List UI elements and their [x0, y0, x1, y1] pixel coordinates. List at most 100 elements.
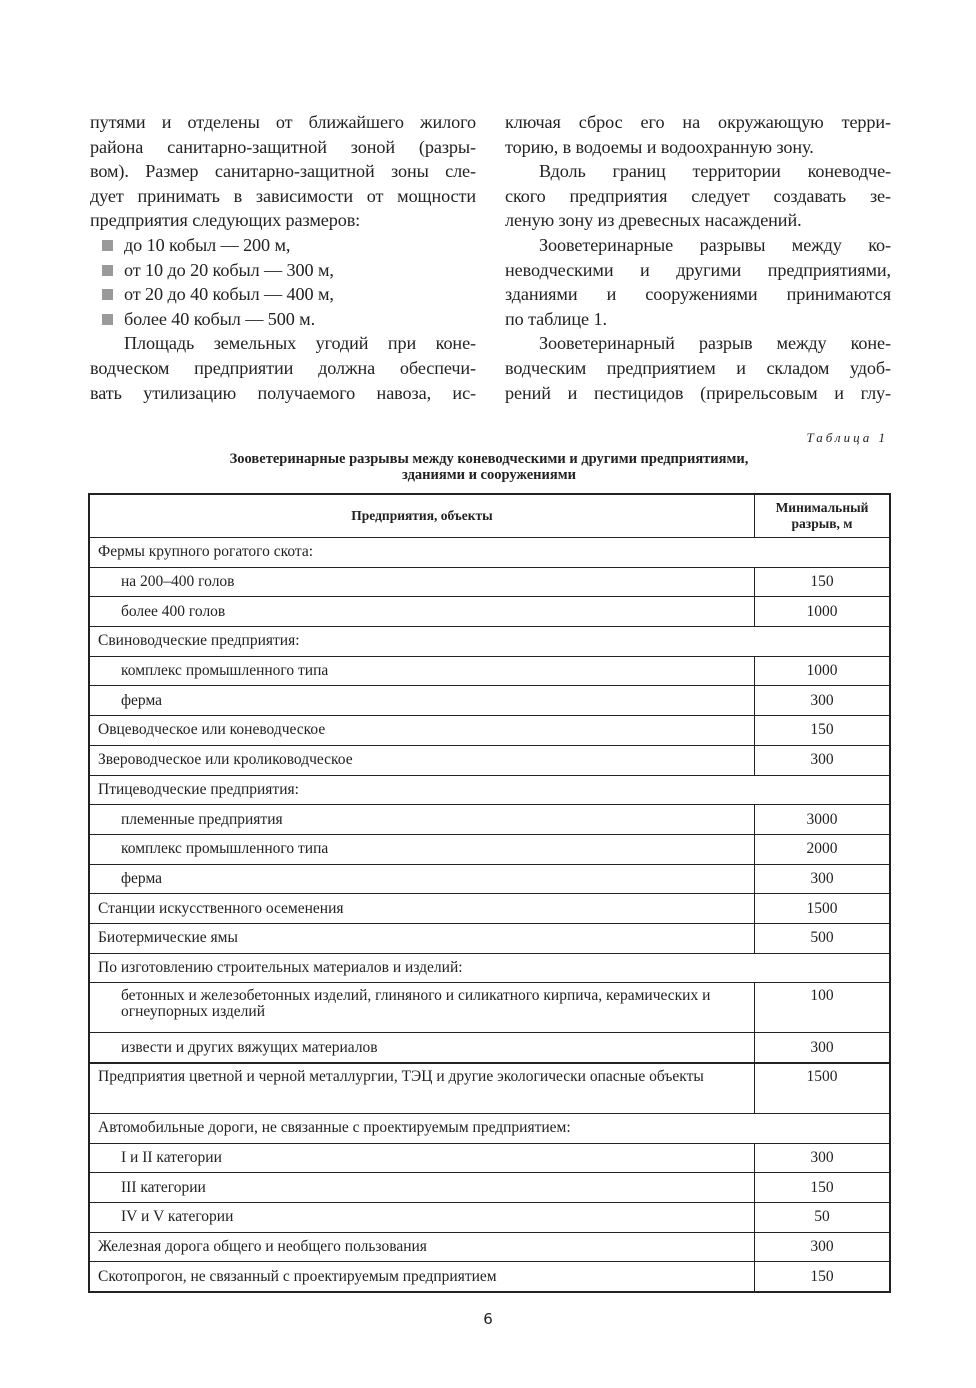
text-line: ского предприятия следует создавать зе- — [505, 185, 891, 206]
object-cell: Свиноводческие предприятия: — [88, 626, 891, 657]
table-row: ферма 300 — [88, 863, 891, 895]
text-line: Площадь земельных угодий при коне- — [124, 333, 476, 354]
text-line: района санитарно-защитной зоной (разры- — [90, 136, 476, 157]
left-text-column: путями и отделены от ближайшего жилого ра… — [90, 110, 476, 405]
table-row: Станции искусственного осеменения 1500 — [88, 893, 891, 924]
text-line: водческим предприятием и складом удоб- — [505, 357, 891, 378]
table-row: Железная дорога общего и необщего пользо… — [88, 1231, 891, 1263]
table-section-row: Автомобильные дороги, не связанные с про… — [88, 1113, 891, 1144]
distance-cell: 500 — [754, 922, 891, 954]
bullet-item: от 10 до 20 кобыл — 300 м, — [90, 258, 476, 283]
object-cell: ферма — [88, 863, 755, 895]
text-line: по таблице 1. — [505, 308, 607, 329]
header-min-distance-line: разрыв, м — [791, 516, 853, 531]
object-cell: более 400 голов — [88, 596, 755, 628]
object-cell: комплекс промышленного типа — [88, 833, 755, 865]
object-cell: бетонных и железобетонных изделий, глиня… — [88, 982, 755, 1034]
text-line: торию, в водоемы и водоохранную зону. — [505, 136, 814, 157]
object-cell: Станции искусственного осеменения — [88, 893, 755, 924]
table-section-row: Птицеводческие предприятия: — [88, 774, 891, 806]
object-cell: Птицеводческие предприятия: — [88, 774, 891, 806]
distance-cell: 300 — [754, 863, 891, 895]
object-cell: Фермы крупного рогатого скота: — [88, 537, 891, 568]
table-row: бетонных и железобетонных изделий, глиня… — [88, 982, 891, 1034]
distance-cell: 1500 — [754, 893, 891, 924]
text-line: вом). Размер санитарно-защитной зоны сле… — [90, 161, 476, 182]
text-line: предприятия следующих размеров: — [90, 210, 361, 231]
table-row: IV и V категории 50 — [88, 1202, 891, 1233]
table-number: Таблица 1 — [806, 430, 888, 445]
table-row: на 200–400 голов 150 — [88, 566, 891, 598]
page-number: 6 — [483, 1310, 493, 1328]
text-line: леную зону из древесных насаждений. — [505, 210, 802, 231]
table-header-row: Предприятия, объекты Минимальный разрыв,… — [88, 493, 891, 538]
distance-cell: 2000 — [754, 833, 891, 865]
table-row: ферма 300 — [88, 685, 891, 717]
object-cell: ферма — [88, 685, 755, 717]
table-row: Биотермические ямы 500 — [88, 922, 891, 954]
object-cell: племенные предприятия — [88, 804, 755, 835]
distance-cell: 300 — [754, 1032, 891, 1064]
object-cell: извести и других вяжущих материалов — [88, 1032, 755, 1064]
header-objects: Предприятия, объекты — [88, 493, 755, 538]
text-line: неводческими и другими предприятиями, — [505, 259, 891, 280]
right-text-column: ключая сброс его на окружающую терри-тор… — [505, 110, 891, 405]
distance-cell: 1000 — [754, 596, 891, 628]
object-cell: комплекс промышленного типа — [88, 655, 755, 687]
object-cell: Звероводческое или кролиководческое — [88, 744, 755, 776]
text-line: дует принимать в зависимости от мощности — [90, 185, 476, 206]
text-line: зданиями и сооружениями принимаются — [505, 284, 891, 305]
table-row: Предприятия цветной и черной металлургии… — [88, 1062, 891, 1114]
table-section-row: Фермы крупного рогатого скота: — [88, 537, 891, 568]
table-row: Скотопрогон, не связанный с проектируемы… — [88, 1261, 891, 1293]
text-line: водческом предприятии должна обеспечи- — [90, 357, 476, 378]
distance-cell: 100 — [754, 982, 891, 1034]
distance-cell: 50 — [754, 1202, 891, 1233]
header-min-distance: Минимальный разрыв, м — [754, 493, 891, 538]
text-line: ключая сброс его на окружающую терри- — [505, 112, 891, 132]
distance-cell: 150 — [754, 1261, 891, 1293]
object-cell: Овцеводческое или коневодческое — [88, 715, 755, 746]
distance-cell: 300 — [754, 1231, 891, 1263]
table-row: извести и других вяжущих материалов 300 — [88, 1032, 891, 1064]
object-cell: Биотермические ямы — [88, 922, 755, 954]
object-cell: Предприятия цветной и черной металлургии… — [88, 1062, 755, 1114]
table-row: комплекс промышленного типа 2000 — [88, 833, 891, 865]
object-cell: Автомобильные дороги, не связанные с про… — [88, 1113, 891, 1144]
table-row: I и II категории 300 — [88, 1142, 891, 1174]
table-title: Зооветеринарные разрывы между коневодчес… — [88, 451, 890, 483]
object-cell: III категории — [88, 1172, 755, 1204]
distance-cell: 300 — [754, 1142, 891, 1174]
text-line: рений и пестицидов (прирельсовым и глу- — [505, 382, 891, 403]
table-title-line: зданиями и сооружениями — [402, 467, 576, 483]
distance-cell: 150 — [754, 566, 891, 598]
table-row: Овцеводческое или коневодческое 150 — [88, 715, 891, 746]
text-line: Зооветеринарный разрыв между коне- — [539, 333, 891, 354]
table-section-row: Свиноводческие предприятия: — [88, 626, 891, 657]
bullet-item: более 40 кобыл — 500 м. — [90, 307, 476, 332]
text-line: вать утилизацию получаемого навоза, ис- — [90, 382, 476, 403]
object-cell: Железная дорога общего и необщего пользо… — [88, 1231, 755, 1263]
distance-cell: 1000 — [754, 655, 891, 687]
table-title-line: Зооветеринарные разрывы между коневодчес… — [229, 451, 749, 467]
text-line: путями и отделены от ближайшего жилого — [90, 112, 476, 132]
text-line: Вдоль границ территории коневодче- — [539, 161, 891, 182]
object-cell: IV и V категории — [88, 1202, 755, 1233]
table-row: III категории 150 — [88, 1172, 891, 1204]
distance-cell: 150 — [754, 715, 891, 746]
text-line: Зооветеринарные разрывы между ко- — [539, 234, 891, 255]
object-cell: на 200–400 голов — [88, 566, 755, 598]
object-cell: Скотопрогон, не связанный с проектируемы… — [88, 1261, 755, 1293]
header-min-distance-line: Минимальный — [775, 500, 869, 515]
table-row: комплекс промышленного типа 1000 — [88, 655, 891, 687]
distance-cell: 3000 — [754, 804, 891, 835]
table-row: более 400 голов 1000 — [88, 596, 891, 628]
object-cell: По изготовлению строительных материалов … — [88, 952, 891, 984]
table-row: Звероводческое или кролиководческое 300 — [88, 744, 891, 776]
bullet-item: до 10 кобыл — 200 м, — [90, 233, 476, 258]
distance-cell: 300 — [754, 744, 891, 776]
distance-cell: 300 — [754, 685, 891, 717]
bullet-item: от 20 до 40 кобыл — 400 м, — [90, 282, 476, 307]
distance-cell: 150 — [754, 1172, 891, 1204]
object-cell: I и II категории — [88, 1142, 755, 1174]
